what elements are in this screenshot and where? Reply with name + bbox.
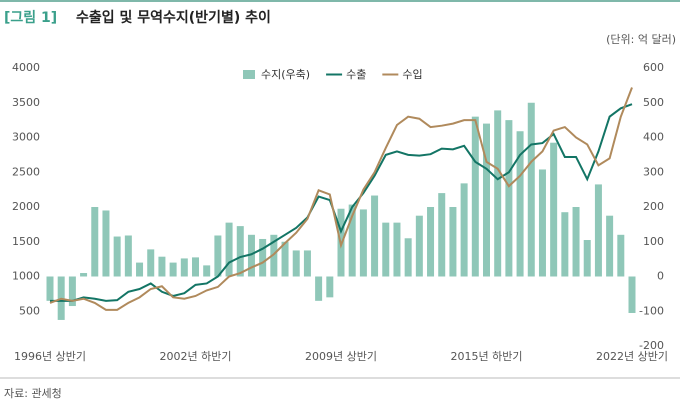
x-tick-label: 2009년 상반기 [305, 350, 377, 363]
bar [247, 234, 255, 277]
bar [594, 184, 602, 277]
bar [483, 123, 490, 277]
y-tick-label: 2000 [12, 200, 40, 213]
y-tick-label: 2500 [12, 165, 40, 178]
bar [214, 235, 222, 277]
bar [538, 169, 546, 277]
x-tick-label: 2015년 하반기 [451, 349, 523, 363]
y-tick-label: 500 [19, 304, 40, 317]
x-tick-label: 1996년 상반기 [14, 350, 86, 363]
bar [68, 276, 76, 307]
y2-tick-label: 100 [643, 235, 664, 248]
y2-tick-label: -100 [639, 304, 664, 317]
line [49, 87, 633, 311]
bar [102, 210, 110, 277]
bar [326, 276, 334, 298]
bar [404, 238, 412, 277]
bar [348, 204, 356, 277]
legend-label: 수입 [402, 68, 422, 81]
x-tick-label: 2022년 상반기 [596, 350, 668, 363]
bar [292, 250, 300, 277]
bar [415, 215, 423, 277]
y-tick-label: 3500 [12, 96, 40, 109]
unit-label: (단위: 억 달러) [606, 33, 676, 46]
bar [281, 241, 289, 277]
y-tick-label: 4000 [12, 61, 40, 74]
bar [382, 222, 390, 277]
bar [449, 207, 457, 277]
bar [427, 207, 435, 277]
bar [516, 131, 524, 277]
bar [505, 120, 513, 277]
bar [438, 193, 446, 277]
y-tick-label: 3000 [12, 131, 40, 144]
bar [147, 249, 155, 277]
bar [617, 234, 625, 277]
bar [393, 222, 401, 277]
bar [80, 273, 88, 277]
y-tick-label: 1500 [12, 235, 40, 248]
bar [203, 265, 211, 277]
bar [180, 258, 188, 277]
legend-label: 수출 [346, 68, 366, 81]
y2-tick-label: 500 [643, 96, 664, 109]
bar [113, 236, 121, 277]
bar [46, 276, 54, 301]
chart-title: 수출입 및 무역수지(반기별) 추이 [76, 9, 271, 26]
bar [606, 215, 614, 277]
bar [236, 226, 244, 277]
bar [471, 116, 479, 277]
bar [124, 235, 132, 277]
bar [371, 195, 379, 277]
bar [303, 250, 311, 277]
bar [91, 207, 99, 277]
y2-tick-label: 300 [643, 165, 664, 178]
y2-tick-label: 600 [643, 61, 664, 74]
bar [169, 262, 177, 277]
bar [527, 102, 535, 277]
bar [628, 276, 636, 313]
line [50, 103, 633, 302]
legend-swatch [243, 70, 255, 79]
y2-tick-label: -200 [639, 339, 664, 352]
source: 자료: 관세청 [4, 387, 62, 400]
bar [225, 222, 233, 277]
bar [583, 240, 591, 277]
y-tick-label: 1000 [12, 270, 40, 283]
bar [158, 256, 166, 277]
bar [494, 110, 502, 277]
figure-label: [그림 1] [4, 10, 57, 26]
bar [259, 238, 267, 277]
y2-tick-label: 200 [643, 200, 664, 213]
bar [572, 207, 580, 277]
x-tick-label: 2002년 하반기 [160, 349, 232, 363]
y2-tick-label: 0 [657, 270, 664, 283]
bar [359, 209, 367, 277]
bar [315, 276, 323, 301]
bar [460, 183, 468, 277]
legend-label: 수지(우축) [261, 68, 310, 81]
bar [192, 257, 199, 277]
bar [550, 142, 558, 277]
bar [136, 262, 144, 277]
bar [270, 234, 278, 277]
y2-tick-label: 400 [643, 131, 664, 144]
bar [561, 212, 569, 277]
